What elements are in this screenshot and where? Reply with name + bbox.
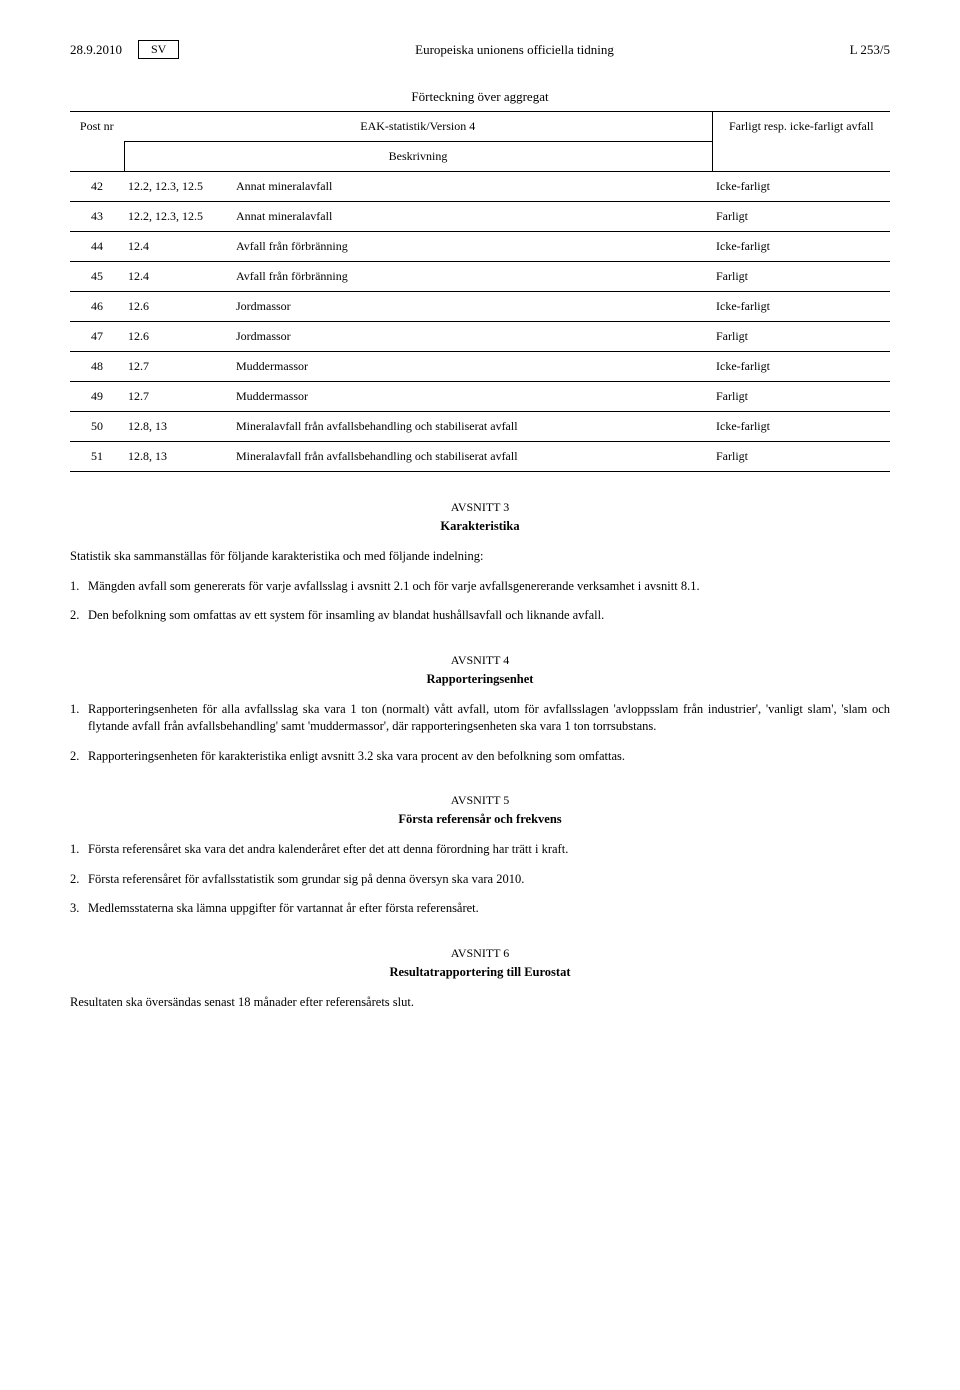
cell-status: Farligt — [712, 202, 890, 232]
col-desc: Beskrivning — [124, 142, 712, 172]
cell-postnr: 49 — [70, 382, 124, 412]
section6-p1: Resultaten ska översändas senast 18 måna… — [70, 994, 890, 1012]
cell-status: Icke-farligt — [712, 412, 890, 442]
table-row: 4512.4Avfall från förbränningFarligt — [70, 262, 890, 292]
page-reference: L 253/5 — [850, 42, 890, 58]
cell-code: 12.8, 13 — [124, 442, 232, 472]
cell-desc: Annat mineralavfall — [232, 172, 712, 202]
cell-status: Icke-farligt — [712, 352, 890, 382]
cell-code: 12.4 — [124, 232, 232, 262]
cell-postnr: 47 — [70, 322, 124, 352]
lang-code: SV — [138, 40, 179, 59]
section5-p1: 1. Första referensåret ska vara det andr… — [70, 841, 890, 859]
table-row: 4612.6JordmassorIcke-farligt — [70, 292, 890, 322]
cell-code: 12.7 — [124, 352, 232, 382]
col-status: Farligt resp. icke-farligt avfall — [712, 112, 890, 172]
table-subcaption: EAK-statistik/Version 4 — [124, 112, 712, 142]
num: 1. — [70, 578, 88, 596]
cell-desc: Avfall från förbränning — [232, 262, 712, 292]
section4-p1: 1. Rapporteringsenheten för alla avfalls… — [70, 701, 890, 736]
col-postnr: Post nr — [70, 112, 124, 172]
txt: Medlemsstaterna ska lämna uppgifter för … — [88, 900, 890, 918]
table-row: 4712.6JordmassorFarligt — [70, 322, 890, 352]
table-row: 4312.2, 12.3, 12.5Annat mineralavfallFar… — [70, 202, 890, 232]
cell-code: 12.6 — [124, 292, 232, 322]
table-row: 4812.7MuddermassorIcke-farligt — [70, 352, 890, 382]
cell-postnr: 48 — [70, 352, 124, 382]
cell-desc: Muddermassor — [232, 382, 712, 412]
cell-code: 12.8, 13 — [124, 412, 232, 442]
cell-postnr: 44 — [70, 232, 124, 262]
section5-title: Första referensår och frekvens — [70, 812, 890, 827]
cell-code: 12.7 — [124, 382, 232, 412]
section5-heading: AVSNITT 5 — [70, 793, 890, 808]
txt: Första referensåret för avfallsstatistik… — [88, 871, 890, 889]
section5-p2: 2. Första referensåret för avfallsstatis… — [70, 871, 890, 889]
cell-desc: Jordmassor — [232, 322, 712, 352]
cell-postnr: 43 — [70, 202, 124, 232]
table-row: 5012.8, 13Mineralavfall från avfallsbeha… — [70, 412, 890, 442]
cell-status: Farligt — [712, 322, 890, 352]
table-row: 4412.4Avfall från förbränningIcke-farlig… — [70, 232, 890, 262]
cell-desc: Jordmassor — [232, 292, 712, 322]
cell-desc: Muddermassor — [232, 352, 712, 382]
cell-postnr: 42 — [70, 172, 124, 202]
section5-p3: 3. Medlemsstaterna ska lämna uppgifter f… — [70, 900, 890, 918]
aggregat-table: Post nr EAK-statistik/Version 4 Farligt … — [70, 111, 890, 472]
section3-p2: 2. Den befolkning som omfattas av ett sy… — [70, 607, 890, 625]
cell-status: Icke-farligt — [712, 172, 890, 202]
cell-desc: Avfall från förbränning — [232, 232, 712, 262]
cell-code: 12.2, 12.3, 12.5 — [124, 202, 232, 232]
table-row: 5112.8, 13Mineralavfall från avfallsbeha… — [70, 442, 890, 472]
cell-desc: Mineralavfall från avfallsbehandling och… — [232, 442, 712, 472]
cell-status: Farligt — [712, 382, 890, 412]
section6-heading: AVSNITT 6 — [70, 946, 890, 961]
cell-postnr: 46 — [70, 292, 124, 322]
cell-status: Icke-farligt — [712, 232, 890, 262]
txt: Rapporteringsenheten för karakteristika … — [88, 748, 890, 766]
cell-status: Farligt — [712, 262, 890, 292]
txt: Första referensåret ska vara det andra k… — [88, 841, 890, 859]
num: 2. — [70, 871, 88, 889]
section4-title: Rapporteringsenhet — [70, 672, 890, 687]
num: 2. — [70, 607, 88, 625]
section3-intro: Statistik ska sammanställas för följande… — [70, 548, 890, 566]
cell-code: 12.2, 12.3, 12.5 — [124, 172, 232, 202]
cell-desc: Annat mineralavfall — [232, 202, 712, 232]
section3-p1: 1. Mängden avfall som genererats för var… — [70, 578, 890, 596]
section3-heading: AVSNITT 3 — [70, 500, 890, 515]
cell-code: 12.6 — [124, 322, 232, 352]
cell-status: Farligt — [712, 442, 890, 472]
cell-postnr: 50 — [70, 412, 124, 442]
cell-postnr: 45 — [70, 262, 124, 292]
section4-heading: AVSNITT 4 — [70, 653, 890, 668]
num: 1. — [70, 701, 88, 736]
cell-status: Icke-farligt — [712, 292, 890, 322]
num: 2. — [70, 748, 88, 766]
section4-p2: 2. Rapporteringsenheten för karakteristi… — [70, 748, 890, 766]
table-row: 4912.7MuddermassorFarligt — [70, 382, 890, 412]
table-row: 4212.2, 12.3, 12.5Annat mineralavfallIck… — [70, 172, 890, 202]
page-header: 28.9.2010 SV Europeiska unionens officie… — [70, 40, 890, 59]
journal-title: Europeiska unionens officiella tidning — [179, 42, 849, 58]
table-caption: Förteckning över aggregat — [70, 89, 890, 105]
section6-title: Resultatrapportering till Eurostat — [70, 965, 890, 980]
txt: Rapporteringsenheten för alla avfallssla… — [88, 701, 890, 736]
txt: Mängden avfall som genererats för varje … — [88, 578, 890, 596]
num: 3. — [70, 900, 88, 918]
section3-title: Karakteristika — [70, 519, 890, 534]
header-date: 28.9.2010 — [70, 42, 122, 58]
cell-desc: Mineralavfall från avfallsbehandling och… — [232, 412, 712, 442]
num: 1. — [70, 841, 88, 859]
txt: Den befolkning som omfattas av ett syste… — [88, 607, 890, 625]
cell-code: 12.4 — [124, 262, 232, 292]
cell-postnr: 51 — [70, 442, 124, 472]
